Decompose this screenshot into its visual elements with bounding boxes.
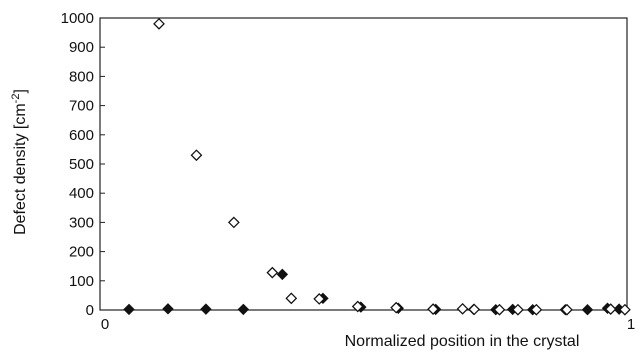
open-diamond-point bbox=[468, 303, 481, 316]
y-axis-label-tail: ] bbox=[12, 89, 29, 93]
open-diamond-point bbox=[427, 303, 439, 316]
filled-diamond-point bbox=[162, 303, 174, 315]
y-tick-label: 600 bbox=[69, 127, 94, 144]
filled-diamond-point bbox=[581, 304, 594, 316]
open-diamond-point bbox=[351, 300, 364, 313]
x-tick-label: 1 bbox=[627, 316, 635, 333]
open-diamond-point bbox=[604, 303, 617, 316]
open-diamond-point bbox=[266, 266, 279, 279]
open-diamond-point bbox=[285, 292, 298, 305]
open-diamond-point bbox=[390, 301, 403, 314]
open-diamond-point bbox=[227, 216, 240, 229]
y-axis-label-main: Defect density [cm bbox=[12, 103, 29, 235]
data-markers bbox=[123, 17, 631, 316]
y-tick-label: 1000 bbox=[61, 10, 94, 27]
y-tick-label: 900 bbox=[69, 39, 94, 56]
open-diamond-point bbox=[530, 303, 543, 316]
y-tick-label: 0 bbox=[86, 302, 94, 319]
open-diamond-point bbox=[153, 17, 165, 30]
y-tick-label: 500 bbox=[69, 156, 94, 173]
filled-diamond-point bbox=[276, 268, 289, 281]
plot-frame bbox=[99, 17, 628, 311]
open-diamond-point bbox=[493, 303, 506, 316]
y-tick-label: 200 bbox=[69, 244, 94, 261]
y-tick-label: 100 bbox=[69, 273, 94, 290]
y-tick-label: 300 bbox=[69, 214, 94, 231]
y-axis-label: Defect density [cm-2] bbox=[10, 89, 29, 235]
plot-border bbox=[99, 17, 628, 311]
y-axis-ticks: 0 100 200 300 400 500 600 700 800 900 1000 bbox=[61, 10, 105, 319]
x-axis-label: Normalized position in the crystal bbox=[345, 333, 580, 350]
filled-diamond-point bbox=[237, 303, 250, 316]
open-diamond-point bbox=[512, 303, 524, 316]
open-diamond-point bbox=[561, 303, 573, 316]
open-diamond-point bbox=[313, 293, 326, 305]
filled-diamond-point bbox=[123, 303, 135, 316]
y-tick-label: 800 bbox=[69, 68, 94, 85]
filled-diamond-point bbox=[200, 303, 212, 315]
y-tick-label: 400 bbox=[69, 185, 94, 202]
open-diamond-point bbox=[190, 149, 203, 162]
y-tick-label: 700 bbox=[69, 98, 94, 115]
open-diamond-point bbox=[456, 302, 469, 315]
x-tick-label: 0 bbox=[101, 316, 109, 333]
open-diamond-point bbox=[619, 303, 631, 316]
y-axis-label-superscript: -2 bbox=[10, 94, 22, 104]
